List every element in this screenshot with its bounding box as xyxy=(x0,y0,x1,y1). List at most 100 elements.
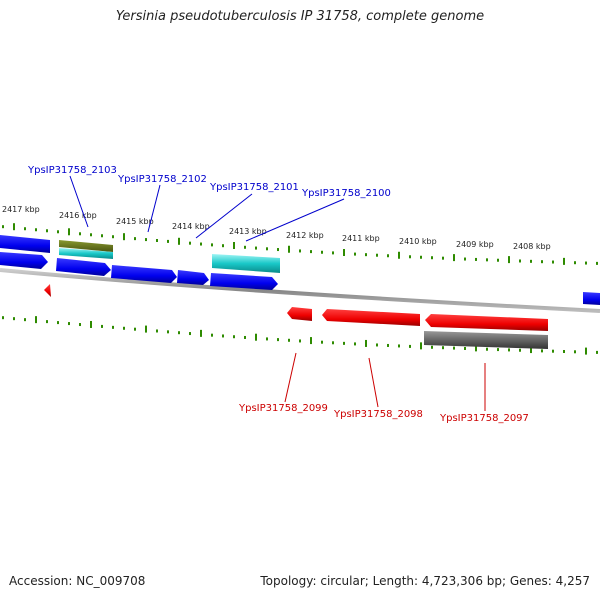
gene-label-2098[interactable]: YpsIP31758_2098 xyxy=(333,409,423,420)
minor-tick xyxy=(431,345,433,349)
minor-tick xyxy=(541,349,543,353)
genome-backbone xyxy=(0,268,600,313)
topology-text: Topology: circular; Length: 4,723,306 bp… xyxy=(260,574,590,588)
minor-tick xyxy=(409,344,411,348)
minor-tick xyxy=(46,229,48,233)
minor-tick xyxy=(552,260,554,264)
minor-tick xyxy=(178,331,180,335)
gray-feature[interactable] xyxy=(424,331,548,349)
minor-tick xyxy=(354,252,356,256)
kbp-label: 2415 kbp xyxy=(116,217,154,226)
minor-tick xyxy=(541,260,543,264)
minor-tick xyxy=(244,335,246,339)
minor-tick xyxy=(453,346,455,350)
major-tick xyxy=(563,257,565,265)
cyan-feature[interactable] xyxy=(59,248,113,259)
minor-tick xyxy=(79,323,81,327)
kbp-label: 2414 kbp xyxy=(172,222,210,231)
minor-tick xyxy=(508,348,510,352)
minor-tick xyxy=(596,350,598,354)
minor-tick xyxy=(310,250,312,254)
major-tick xyxy=(508,256,510,264)
olive-feature[interactable] xyxy=(59,240,113,252)
minor-tick xyxy=(376,253,378,257)
minor-tick xyxy=(24,318,26,322)
minor-tick xyxy=(332,251,334,255)
forward-gene-arrow[interactable] xyxy=(210,273,278,290)
minor-tick xyxy=(354,342,356,346)
minor-tick xyxy=(596,261,598,265)
minor-tick xyxy=(299,339,301,343)
minor-tick xyxy=(332,341,334,345)
kbp-label: 2409 kbp xyxy=(456,240,494,249)
minor-tick xyxy=(574,261,576,265)
reverse-gene-arrow[interactable] xyxy=(287,307,312,321)
major-tick xyxy=(123,233,125,241)
minor-tick xyxy=(13,317,15,321)
minor-tick xyxy=(442,256,444,260)
minor-tick xyxy=(211,333,213,337)
forward-gene-arrow[interactable] xyxy=(0,252,48,269)
major-tick xyxy=(585,347,587,355)
minor-tick xyxy=(134,237,136,241)
minor-tick xyxy=(321,250,323,254)
major-tick xyxy=(365,339,367,347)
major-tick xyxy=(68,228,70,236)
kbp-label: 2411 kbp xyxy=(342,234,380,243)
minor-tick xyxy=(46,320,48,324)
cyan-feature[interactable] xyxy=(212,254,280,273)
forward-gene-arrow[interactable] xyxy=(111,265,177,283)
gene-label-2097[interactable]: YpsIP31758_2097 xyxy=(439,413,529,424)
minor-tick xyxy=(277,338,279,342)
minor-tick xyxy=(24,227,26,231)
minor-tick xyxy=(387,254,389,258)
accession-text: Accession: NC_009708 xyxy=(9,574,146,588)
gene-label-2099[interactable]: YpsIP31758_2099 xyxy=(238,403,328,414)
minor-tick xyxy=(134,327,136,331)
minor-tick xyxy=(189,241,191,245)
forward-gene-arrow[interactable] xyxy=(0,235,50,253)
gene-label-2103[interactable]: YpsIP31758_2103 xyxy=(27,165,117,176)
minor-tick xyxy=(2,316,4,320)
gene-label-2100[interactable]: YpsIP31758_2100 xyxy=(301,188,391,199)
minor-tick xyxy=(57,321,59,325)
minor-tick xyxy=(563,349,565,353)
reverse-gene-arrow[interactable] xyxy=(322,309,420,326)
gene-label-2101[interactable]: YpsIP31758_2101 xyxy=(209,182,299,193)
minor-tick xyxy=(431,256,433,260)
reverse-gene-arrow[interactable] xyxy=(425,314,548,331)
forward-gene-arrow[interactable] xyxy=(56,258,111,276)
forward-gene-track xyxy=(0,235,600,305)
label-leaders xyxy=(69,175,486,411)
reverse-gene-arrow[interactable] xyxy=(44,284,51,297)
minor-tick xyxy=(233,335,235,339)
minor-tick xyxy=(277,248,279,252)
major-tick xyxy=(13,223,15,231)
minor-tick xyxy=(409,255,411,259)
forward-gene-arrow[interactable] xyxy=(583,292,600,305)
feature-track xyxy=(59,240,548,349)
minor-tick xyxy=(2,225,4,229)
gene-label-2102[interactable]: YpsIP31758_2102 xyxy=(117,174,207,185)
minor-tick xyxy=(35,228,37,232)
minor-tick xyxy=(145,238,147,242)
minor-tick xyxy=(101,324,103,328)
minor-tick xyxy=(211,243,213,247)
major-tick xyxy=(90,320,92,328)
minor-tick xyxy=(222,334,224,338)
minor-tick xyxy=(101,234,103,238)
scale-labels: 2417 kbp 2416 kbp 2415 kbp 2414 kbp 2413 kbp… xyxy=(2,205,551,251)
minor-tick xyxy=(486,347,488,351)
minor-tick xyxy=(530,259,532,263)
forward-gene-arrow[interactable] xyxy=(177,270,209,285)
minor-tick xyxy=(222,244,224,248)
minor-tick xyxy=(420,255,422,259)
minor-tick xyxy=(112,325,114,329)
minor-tick xyxy=(376,343,378,347)
minor-tick xyxy=(464,257,466,261)
minor-tick xyxy=(497,348,499,352)
minor-tick xyxy=(156,238,158,242)
minor-tick xyxy=(475,257,477,261)
minor-tick xyxy=(299,249,301,253)
